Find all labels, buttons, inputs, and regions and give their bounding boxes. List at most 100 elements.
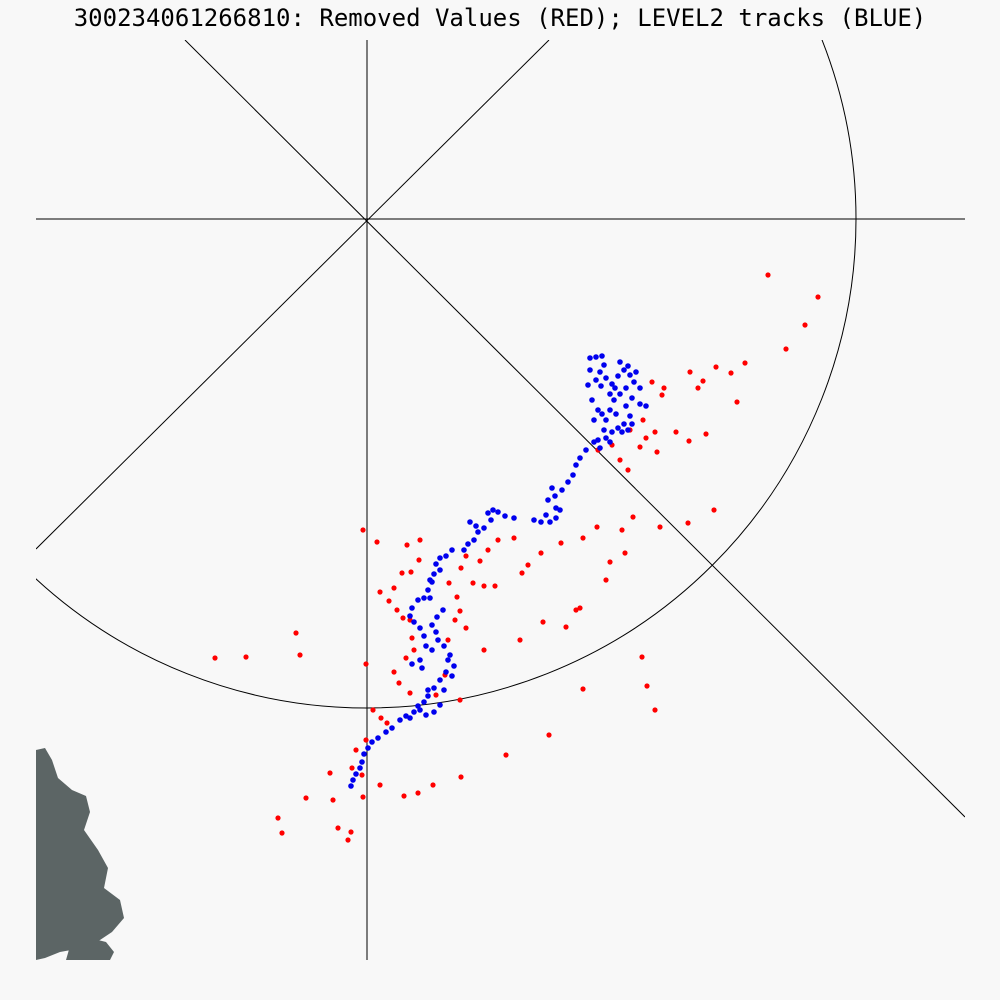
removed-value-point — [404, 542, 410, 548]
removed-value-point — [659, 392, 665, 398]
removed-value-point — [649, 379, 655, 385]
removed-value-point — [417, 537, 423, 543]
removed-value-point — [700, 378, 706, 384]
track-point — [443, 553, 449, 559]
removed-value-point — [734, 399, 740, 405]
track-point — [557, 507, 563, 513]
removed-value-point — [303, 795, 309, 801]
removed-value-point — [377, 589, 383, 595]
removed-value-point — [458, 774, 464, 780]
track-point — [490, 507, 496, 513]
removed-value-point — [348, 829, 354, 835]
removed-value-point — [525, 562, 531, 568]
level2-tracks — [348, 353, 649, 789]
track-point — [601, 362, 607, 368]
removed-value-point — [503, 752, 509, 758]
track-point — [434, 614, 440, 620]
removed-value-point — [384, 720, 390, 726]
track-point — [417, 625, 423, 631]
track-point — [473, 523, 479, 529]
removed-value-point — [783, 346, 789, 352]
removed-value-point — [275, 815, 281, 821]
track-point — [559, 487, 565, 493]
removed-value-point — [652, 429, 658, 435]
removed-value-point — [463, 625, 469, 631]
removed-value-point — [695, 385, 701, 391]
removed-value-point — [540, 619, 546, 625]
track-point — [359, 759, 365, 765]
removed-value-point — [433, 692, 439, 698]
removed-value-point — [644, 683, 650, 689]
removed-value-point — [363, 661, 369, 667]
removed-value-point — [815, 294, 821, 300]
track-point — [631, 379, 637, 385]
track-point — [441, 687, 447, 693]
track-point — [437, 555, 443, 561]
track-point — [421, 595, 427, 601]
track-point — [511, 515, 517, 521]
track-point — [607, 439, 613, 445]
track-point — [471, 537, 477, 543]
track-point — [603, 417, 609, 423]
track-point — [538, 519, 544, 525]
removed-value-point — [394, 607, 400, 613]
removed-value-point — [580, 686, 586, 692]
track-point — [643, 403, 649, 409]
track-point — [475, 529, 481, 535]
track-point — [615, 425, 621, 431]
track-point — [545, 497, 551, 503]
removed-value-point — [327, 770, 333, 776]
removed-value-point — [639, 654, 645, 660]
track-point — [613, 411, 619, 417]
removed-value-point — [630, 514, 636, 520]
meridian-diagonal-up — [36, 40, 550, 550]
track-point — [549, 485, 555, 491]
removed-value-point — [517, 637, 523, 643]
removed-value-point — [407, 690, 413, 696]
removed-value-point — [652, 707, 658, 713]
removed-value-point — [802, 322, 808, 328]
track-point — [553, 515, 559, 521]
track-point — [421, 699, 427, 705]
track-point — [587, 367, 593, 373]
removed-value-point — [399, 570, 405, 576]
removed-value-point — [360, 527, 366, 533]
removed-value-point — [401, 793, 407, 799]
track-point — [350, 777, 356, 783]
track-point — [601, 427, 607, 433]
track-point — [597, 369, 603, 375]
track-point — [409, 661, 415, 667]
track-point — [488, 517, 494, 523]
removed-value-point — [673, 429, 679, 435]
removed-value-point — [363, 737, 369, 743]
track-point — [577, 455, 583, 461]
track-point — [357, 765, 363, 771]
removed-value-point — [349, 765, 355, 771]
removed-value-point — [687, 369, 693, 375]
track-point — [437, 677, 443, 683]
track-point — [599, 411, 605, 417]
track-point — [365, 745, 371, 751]
track-point — [353, 771, 359, 777]
removed-value-point — [637, 444, 643, 450]
track-point — [583, 447, 589, 453]
removed-value-point — [563, 624, 569, 630]
removed-value-point — [452, 617, 458, 623]
track-point — [427, 577, 433, 583]
removed-value-point — [403, 655, 409, 661]
removed-value-point — [391, 669, 397, 675]
track-point — [543, 512, 549, 518]
removed-value-point — [391, 585, 397, 591]
track-point — [607, 407, 613, 413]
removed-value-point — [408, 569, 414, 575]
removed-value-point — [243, 654, 249, 660]
track-point — [369, 739, 375, 745]
track-point — [617, 391, 623, 397]
track-point — [598, 383, 604, 389]
track-point — [481, 525, 487, 531]
track-point — [625, 363, 631, 369]
track-point — [599, 353, 605, 359]
removed-value-point — [622, 550, 628, 556]
track-point — [383, 729, 389, 735]
removed-value-point — [617, 457, 623, 463]
